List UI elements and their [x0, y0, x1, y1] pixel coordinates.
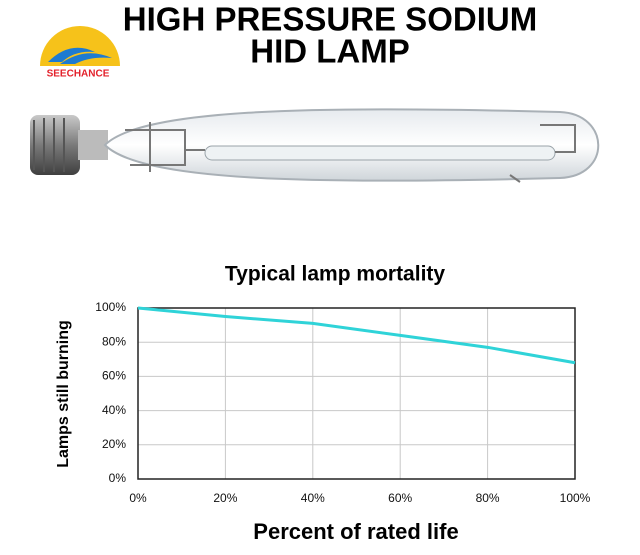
data-line [137, 306, 576, 365]
x-tick-label: 100% [560, 491, 591, 505]
y-tick-label: 20% [102, 437, 126, 451]
x-tick-label: 80% [476, 491, 500, 505]
y-tick-label: 60% [102, 369, 126, 383]
y-tick-label: 100% [95, 300, 126, 314]
x-tick-label: 20% [213, 491, 237, 505]
title-line: HID LAMP [250, 33, 410, 70]
logo: SEECHANCE [40, 26, 120, 80]
y-tick-label: 0% [109, 471, 127, 485]
y-tick-label: 80% [102, 334, 126, 348]
plot-frame [137, 307, 576, 480]
y-axis-label: Lamps still burning [55, 320, 72, 468]
x-tick-label: 60% [388, 491, 412, 505]
title-line: HIGH PRESSURE SODIUM [123, 1, 537, 38]
chart-title: Typical lamp mortality [225, 263, 445, 286]
y-tick-label: 40% [102, 403, 126, 417]
x-tick-label: 40% [301, 491, 325, 505]
x-axis-label: Percent of rated life [253, 519, 458, 544]
brand: SEECHANCE [47, 69, 110, 80]
lamp-illustration [30, 108, 600, 183]
x-tick-label: 0% [129, 491, 147, 505]
